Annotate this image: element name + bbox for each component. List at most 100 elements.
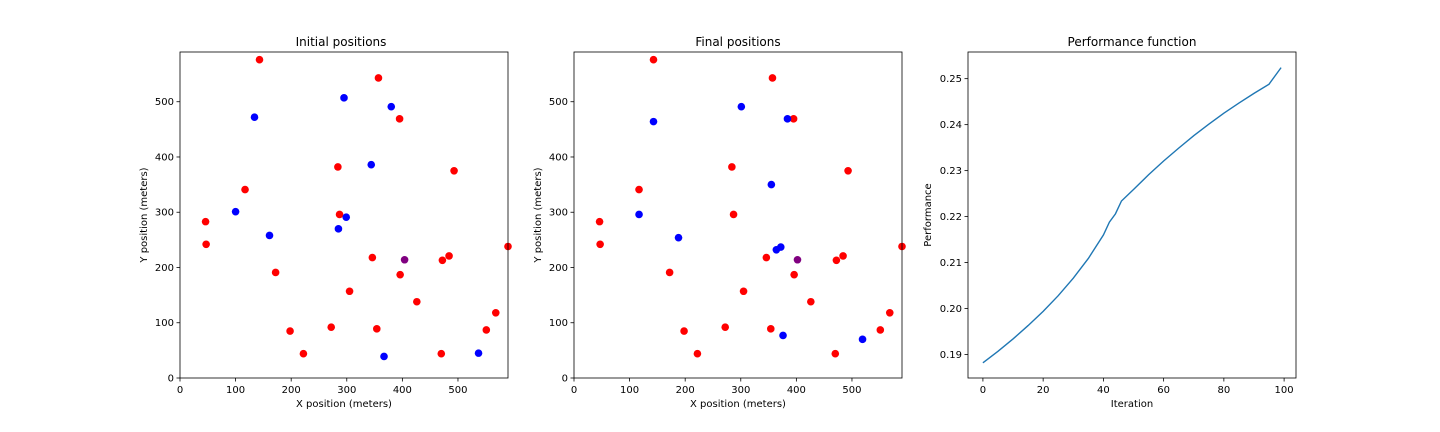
point-red <box>271 268 280 277</box>
panel-3-title: Performance function <box>1068 35 1197 49</box>
point-blue <box>772 246 781 254</box>
point-red <box>373 325 381 333</box>
panel-3-ytick-label: 0.25 <box>940 74 962 85</box>
point-red <box>789 115 798 123</box>
point-blue <box>367 160 376 169</box>
panel-1-ytick-label: 400 <box>155 152 174 163</box>
point-red <box>299 349 308 358</box>
point-blue <box>779 331 787 340</box>
panel-3-ticks: 0 20 40 60 80 100 0.19 0.20 0.21 0.22 0.23 0.24 0.25 <box>940 74 1294 396</box>
panel-2-xtick-label: 0 <box>571 385 577 396</box>
point-red <box>680 327 688 335</box>
point-red <box>635 185 643 194</box>
point-red <box>844 166 852 175</box>
panel-3-xtick-label: 60 <box>1157 385 1170 396</box>
point-red <box>327 323 336 331</box>
point-red <box>876 326 885 334</box>
panel-3-ytick-label: 0.22 <box>940 212 962 223</box>
point-red <box>665 268 674 277</box>
panel-1-ytick-label: 0 <box>168 374 174 385</box>
panel-2-axes-frame <box>573 51 903 379</box>
panel-3-ylabel: Performance <box>923 183 934 246</box>
panel-2-xtick-label: 500 <box>842 385 861 396</box>
panel-3-ytick-label: 0.19 <box>940 350 962 361</box>
point-blue <box>737 102 746 111</box>
panel-2-ticks: 0 100 200 300 400 500 0 100 200 300 400 500 <box>549 97 862 396</box>
point-red <box>374 74 383 82</box>
panel-1-ytick-label: 300 <box>155 208 174 219</box>
point-red <box>482 326 491 334</box>
point-blue <box>231 207 240 216</box>
point-red <box>255 55 264 64</box>
point-red <box>413 297 421 306</box>
point-red <box>595 217 604 226</box>
panel-2-ytick-label: 200 <box>549 263 568 274</box>
point-red <box>202 240 210 249</box>
point-red <box>368 253 377 262</box>
point-red <box>649 55 658 64</box>
panel-final-positions: Final positions 0 100 200 300 400 500 0 100 200 3… <box>533 35 906 410</box>
panel-2-title: Final positions <box>695 35 780 49</box>
panel-performance-function: Performance function 0 20 40 60 80 100 0.19 0.2… <box>923 35 1297 410</box>
point-red <box>693 349 702 358</box>
panel-1-axes-frame <box>179 51 509 379</box>
panel-3-xlabel: Iteration <box>1111 399 1153 410</box>
panel-1-ytick-label: 100 <box>155 318 174 329</box>
point-red <box>762 253 771 262</box>
panel-1-title: Initial positions <box>296 35 387 49</box>
panel-2-xtick-label: 400 <box>787 385 806 396</box>
point-red <box>728 163 736 171</box>
panel-2-ytick-label: 300 <box>549 208 568 219</box>
panel-3-xtick-label: 20 <box>1037 385 1050 396</box>
panel-1-xtick-label: 100 <box>226 385 245 396</box>
panel-1-ytick-label: 200 <box>155 263 174 274</box>
point-red <box>438 256 447 265</box>
panel-2-xlabel: X position (meters) <box>690 399 786 410</box>
performance-line <box>982 67 1282 364</box>
point-blue <box>674 233 683 242</box>
panel-2-xtick-label: 300 <box>731 385 750 396</box>
point-red <box>335 210 344 219</box>
panel-2-ytick-label: 400 <box>549 152 568 163</box>
point-red <box>839 252 847 260</box>
point-red <box>807 297 815 306</box>
point-purple <box>400 255 409 264</box>
panel-1-xtick-label: 300 <box>337 385 356 396</box>
panel-3-xtick-label: 80 <box>1217 385 1230 396</box>
point-red <box>241 185 249 194</box>
panel-1-xtick-label: 400 <box>393 385 412 396</box>
panel-3-ytick-label: 0.23 <box>940 166 962 177</box>
panel-3-ytick-label: 0.20 <box>940 304 962 315</box>
point-blue <box>334 225 343 233</box>
point-red <box>437 349 446 358</box>
point-red <box>286 327 294 335</box>
point-red <box>885 309 894 317</box>
point-purple <box>793 255 802 264</box>
point-red <box>790 270 798 279</box>
point-red <box>445 252 453 260</box>
point-red <box>831 349 840 358</box>
point-blue <box>380 352 388 361</box>
point-red <box>832 256 841 265</box>
point-blue <box>265 231 274 240</box>
panel-1-xtick-label: 200 <box>282 385 301 396</box>
panel-1-ytick-label: 500 <box>155 97 174 108</box>
point-blue <box>474 349 483 357</box>
panel-2-xtick-label: 100 <box>620 385 639 396</box>
point-red <box>395 115 404 123</box>
panel-1-xtick-label: 0 <box>177 385 183 396</box>
panel-2-xtick-label: 200 <box>676 385 695 396</box>
point-blue <box>340 94 348 102</box>
point-red <box>450 166 458 175</box>
panel-3-xtick-label: 0 <box>980 385 986 396</box>
panel-3-line <box>982 67 1282 364</box>
point-blue <box>387 102 396 111</box>
panel-1-ylabel: Y position (meters) <box>139 167 150 263</box>
point-red <box>396 270 404 279</box>
point-red <box>739 287 748 296</box>
point-blue <box>250 113 259 121</box>
panel-1-xlabel: X position (meters) <box>296 399 392 410</box>
panel-3-xtick-label: 40 <box>1097 385 1110 396</box>
panel-2-ytick-label: 500 <box>549 97 568 108</box>
